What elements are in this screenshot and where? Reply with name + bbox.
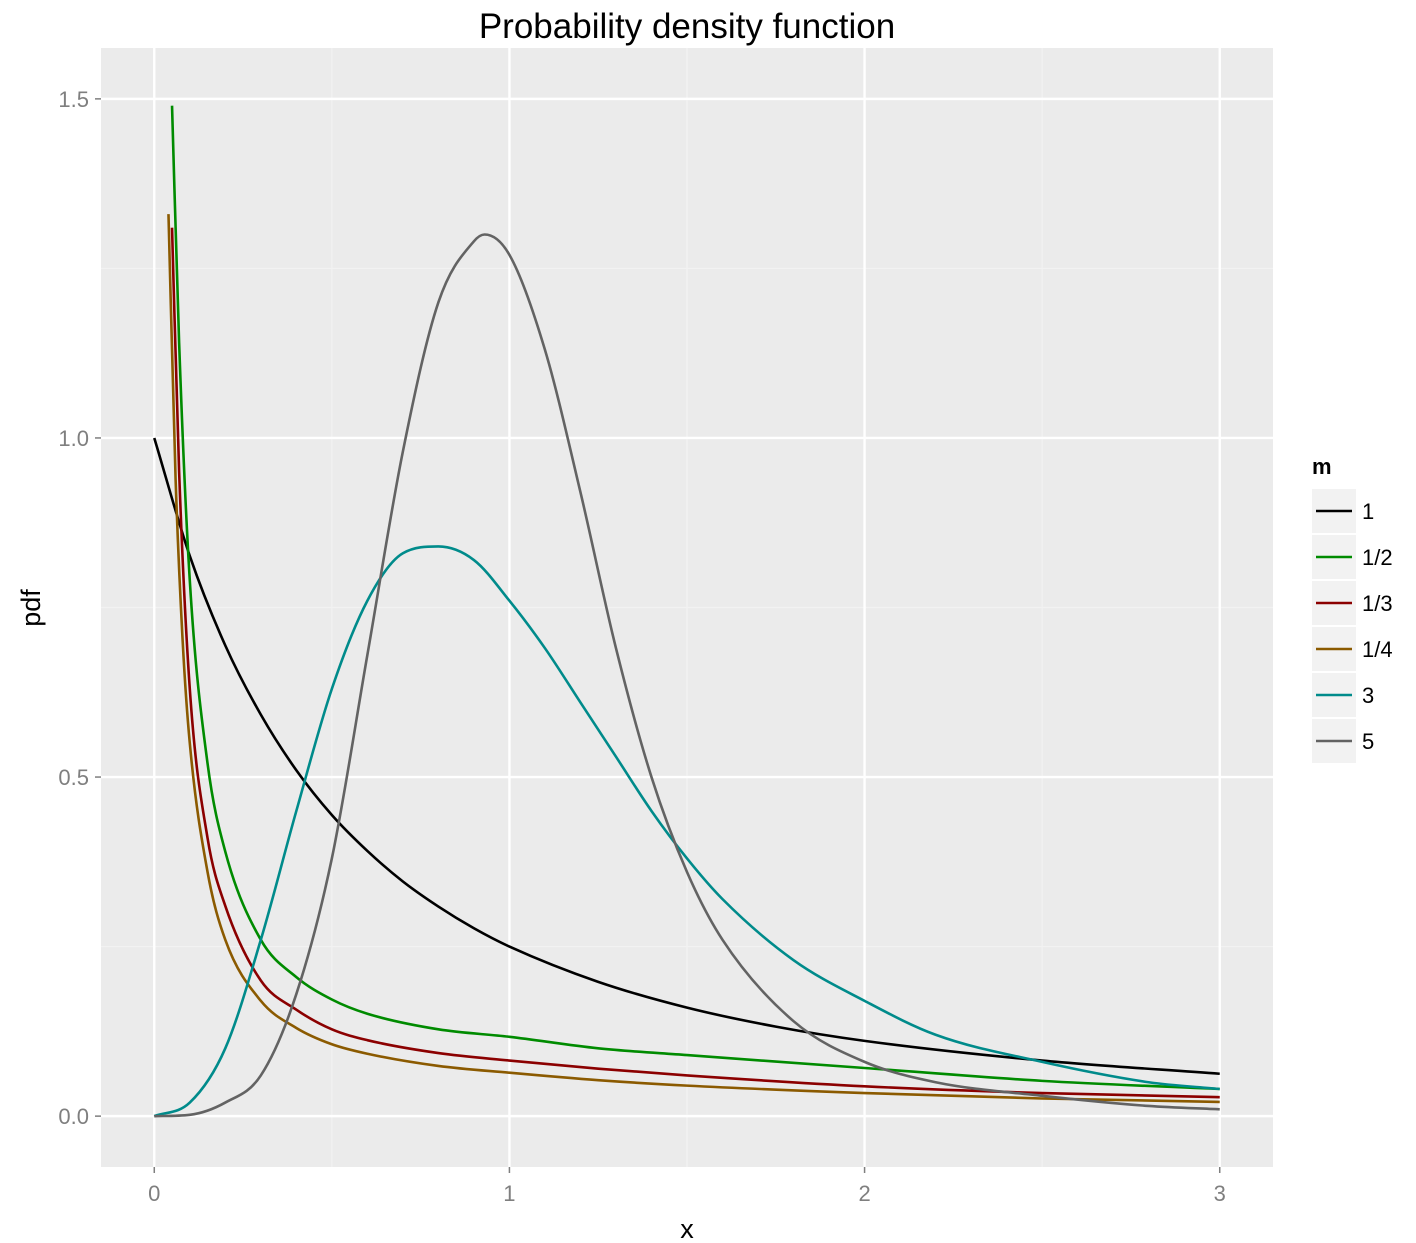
series-line-4 [153,545,1220,1118]
x-tick-label: 0 [148,1181,160,1206]
y-axis: 0.0 0.5 1.0 1.5 [58,87,101,1129]
series-line-1 [170,105,1220,1091]
legend: m 1 1/2 1/3 1/4 3 5 [1312,454,1393,763]
legend-label-4: 3 [1362,683,1374,708]
y-tick-label: 1.0 [58,426,89,451]
series-lines [153,105,1220,1118]
x-tick-label: 2 [858,1181,870,1206]
grid-minor-lines [101,48,1273,1167]
legend-title: m [1312,454,1332,479]
x-axis: 0 1 2 3 [148,1167,1226,1206]
x-tick-label: 1 [503,1181,515,1206]
legend-label-1: 1/2 [1362,545,1393,570]
y-tick-label: 0.0 [58,1104,89,1129]
series-line-3 [167,214,1220,1104]
y-tick-label: 0.5 [58,765,89,790]
legend-label-5: 5 [1362,729,1374,754]
chart-title: Probability density function [479,7,895,46]
y-tick-label: 1.5 [58,87,89,112]
series-line-0 [153,437,1220,1076]
series-line-5 [154,233,1220,1118]
grid-major-lines [101,48,1273,1167]
legend-items: 1 1/2 1/3 1/4 3 5 [1312,489,1393,763]
x-axis-title: x [680,1214,694,1243]
y-axis-title: pdf [16,589,46,627]
x-tick-label: 3 [1214,1181,1226,1206]
series-line-2 [170,227,1220,1099]
legend-label-2: 1/3 [1362,591,1393,616]
legend-label-0: 1 [1362,499,1374,524]
legend-label-3: 1/4 [1362,637,1393,662]
